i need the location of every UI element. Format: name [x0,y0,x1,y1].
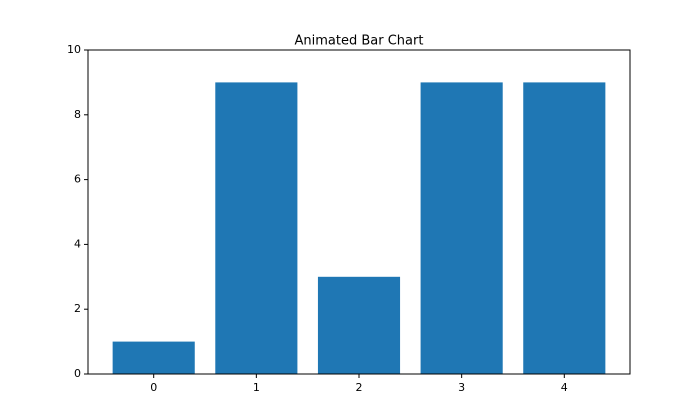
bar [317,276,401,374]
x-tick-label: 1 [253,381,260,394]
x-tick-label: 3 [458,381,465,394]
x-tick-label: 4 [561,381,568,394]
y-tick-label: 2 [74,302,81,315]
y-tick-label: 8 [74,108,81,121]
y-tick-label: 6 [74,173,81,186]
bar [112,341,195,374]
y-tick-label: 0 [74,367,81,380]
x-tick-label: 0 [150,381,157,394]
axes-frame [87,49,631,375]
y-tick-label: 10 [67,43,81,56]
chart-title: Animated Bar Chart [295,34,424,49]
y-tick-label: 4 [74,237,81,250]
bar [523,82,606,375]
bar [215,82,298,375]
x-tick-label: 2 [356,381,363,394]
bar [420,82,503,375]
